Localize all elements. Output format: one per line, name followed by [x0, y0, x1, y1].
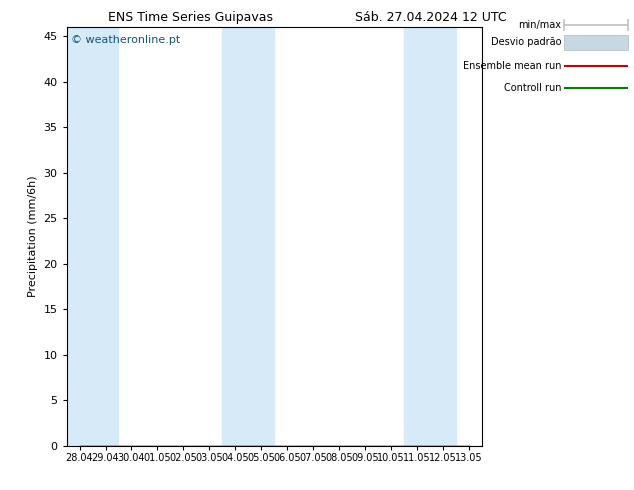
Y-axis label: Precipitation (mm/6h): Precipitation (mm/6h) — [28, 175, 38, 297]
Text: Desvio padrão: Desvio padrão — [491, 37, 561, 47]
Text: Sáb. 27.04.2024 12 UTC: Sáb. 27.04.2024 12 UTC — [355, 11, 507, 24]
Bar — [93, 27, 119, 446]
Text: min/max: min/max — [518, 20, 561, 30]
Text: ENS Time Series Guipavas: ENS Time Series Guipavas — [108, 11, 273, 24]
Bar — [223, 27, 249, 446]
Text: Controll run: Controll run — [503, 83, 561, 93]
Bar — [249, 27, 275, 446]
Bar — [67, 27, 93, 446]
Text: Ensemble mean run: Ensemble mean run — [463, 61, 561, 72]
Text: © weatheronline.pt: © weatheronline.pt — [71, 35, 180, 46]
Bar — [564, 35, 628, 49]
Bar — [404, 27, 430, 446]
Bar — [430, 27, 456, 446]
